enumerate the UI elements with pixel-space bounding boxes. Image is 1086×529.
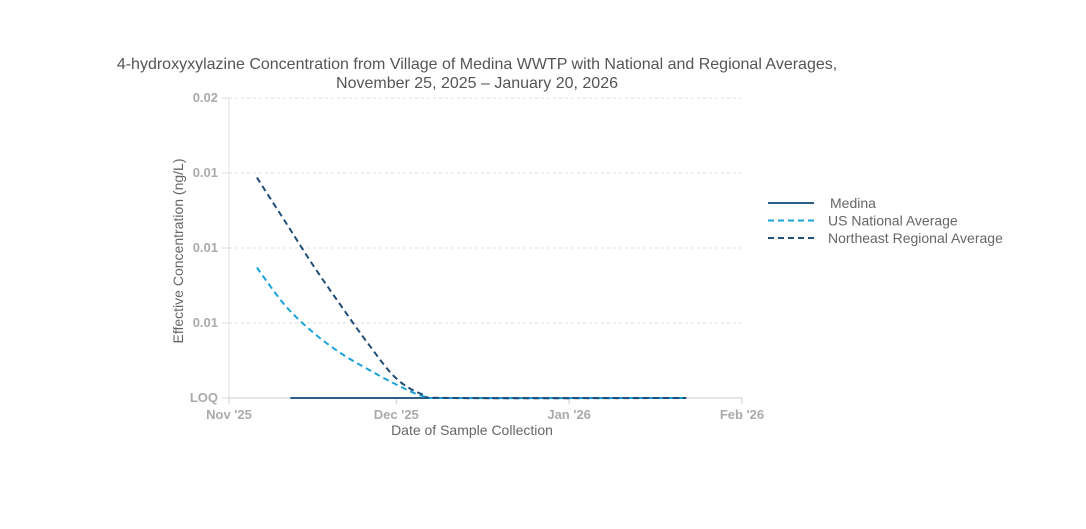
- chart-title-line-2: November 25, 2025 – January 20, 2026: [336, 75, 618, 92]
- series-line-us-national-average: [256, 266, 687, 400]
- x-axis-label: Date of Sample Collection: [391, 422, 553, 438]
- y-tick-label-4: 0.02: [193, 90, 218, 105]
- legend-label-us-national-average: US National Average: [828, 213, 958, 229]
- axes: [228, 98, 742, 399]
- legend-label-northeast-regional-average: Northeast Regional Average: [828, 230, 1003, 246]
- y-tick-labels: LOQ 0.01 0.01 0.01 0.02: [190, 90, 229, 405]
- y-tick-label-2: 0.01: [193, 240, 218, 255]
- gridlines: [229, 97, 742, 324]
- x-tick-label-2: Jan '26: [547, 407, 591, 422]
- x-tick-labels: Nov '25 Dec '25 Jan '26 Feb '26: [206, 398, 764, 422]
- y-tick-label-3: 0.01: [193, 165, 218, 180]
- y-axis-label: Effective Concentration (ng/L): [170, 159, 186, 344]
- chart-title-line-1: 4-hydroxyxylazine Concentration from Vil…: [117, 56, 837, 73]
- y-tick-label-0: LOQ: [190, 390, 218, 405]
- series-lines: [256, 176, 687, 400]
- x-tick-label-0: Nov '25: [206, 407, 252, 422]
- x-tick-label-1: Dec '25: [374, 407, 419, 422]
- legend-label-medina: Medina: [830, 195, 876, 211]
- y-tick-label-1: 0.01: [193, 315, 218, 330]
- series-line-northeast-regional-average: [256, 176, 687, 400]
- x-tick-label-3: Feb '26: [720, 407, 764, 422]
